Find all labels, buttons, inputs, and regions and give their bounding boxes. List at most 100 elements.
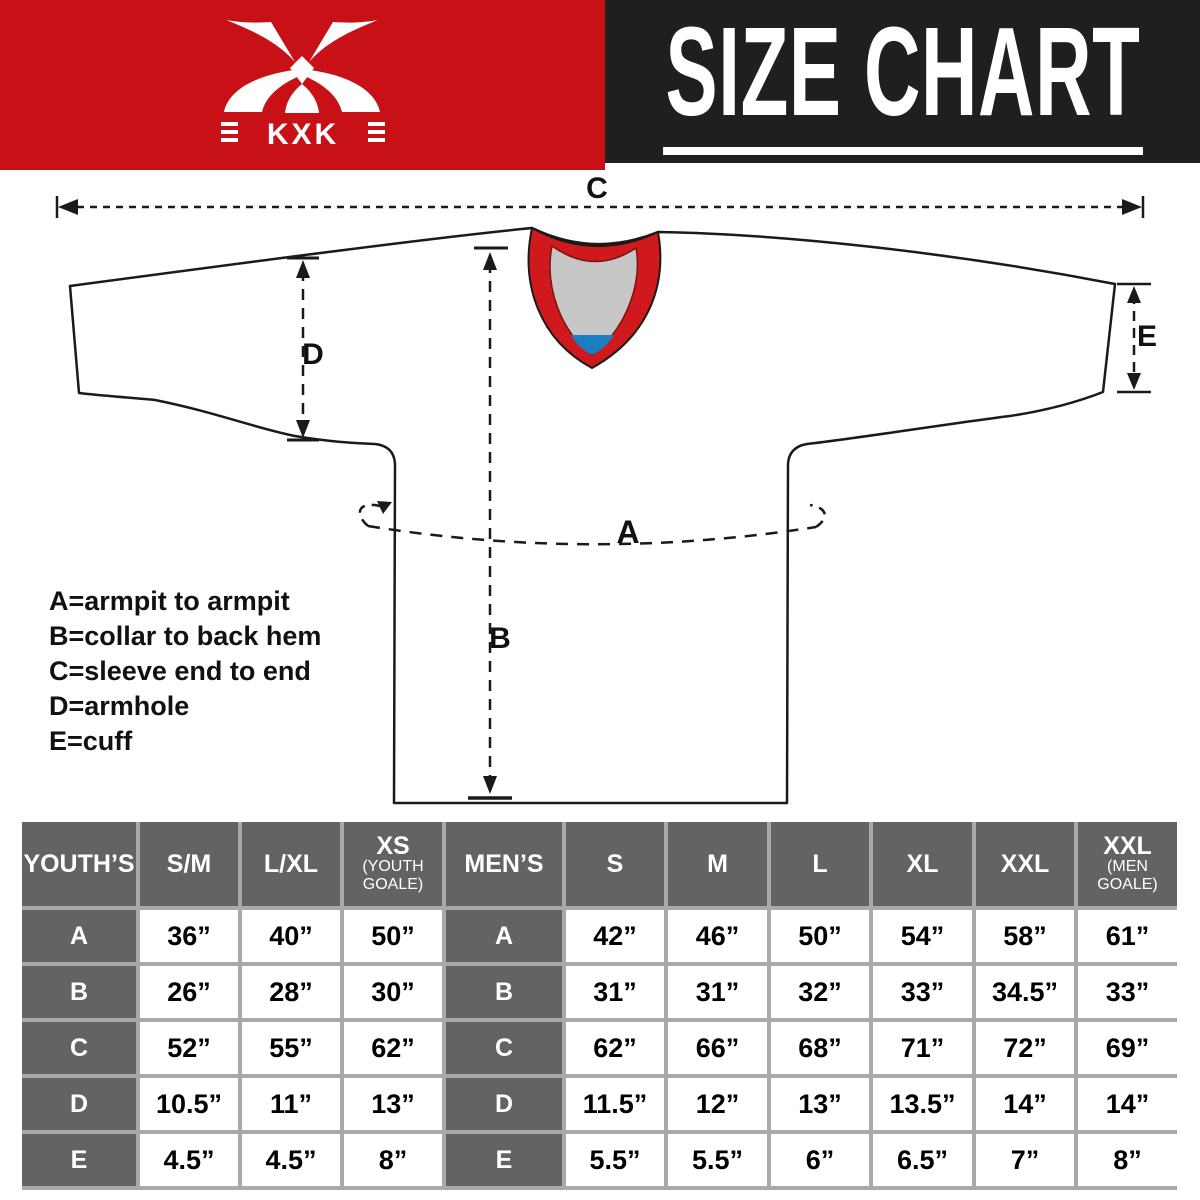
logo-center-arch [284, 84, 319, 113]
collar-blue-insert [571, 335, 614, 355]
measure-label-e: E [1136, 320, 1158, 353]
jersey-diagram: C D B E A A=armpit to armpit B=collar to… [0, 170, 1200, 822]
measure-legend: A=armpit to armpit B=collar to back hem … [49, 584, 321, 759]
logo-left-bars [220, 122, 238, 142]
men-col-xxl-main: XXL [1103, 832, 1152, 860]
youth-c-xs: 62” [344, 1022, 442, 1074]
measure-label-a: A [616, 514, 640, 550]
logo-right-bars [367, 122, 385, 142]
men-b-xl: 33” [873, 966, 972, 1018]
men-col-m: M [668, 822, 767, 906]
legend-line-a: A=armpit to armpit [49, 586, 290, 616]
men-d-xxlg: 14” [1078, 1078, 1177, 1130]
header-banner: KXK SIZE CHART [0, 0, 1200, 170]
youth-a-sm: 36” [140, 910, 238, 962]
size-table: YOUTH’S S/M L/XL XS (YOUTH GOALE) MEN’S … [22, 822, 1177, 1190]
men-row-label: D [446, 1078, 562, 1130]
men-b-s: 31” [566, 966, 664, 1018]
youth-col-sm: S/M [140, 822, 238, 906]
youth-c-lxl: 55” [242, 1022, 340, 1074]
logo-wing-top-right [308, 20, 378, 62]
men-e-m: 5.5” [668, 1134, 767, 1186]
men-row-label: B [446, 966, 562, 1018]
men-d-xl: 13.5” [873, 1078, 972, 1130]
measure-label-d: D [302, 338, 324, 371]
youth-row-label: E [22, 1134, 136, 1186]
men-b-l: 32” [771, 966, 869, 1018]
jersey-outline [68, 226, 1117, 805]
men-e-s: 5.5” [566, 1134, 664, 1186]
measure-label-c: C [586, 172, 608, 205]
youth-e-lxl: 4.5” [242, 1134, 340, 1186]
youth-d-lxl: 11” [242, 1078, 340, 1130]
logo-fan-bottom-right [306, 70, 380, 112]
men-a-xxlg: 61” [1078, 910, 1177, 962]
men-e-l: 6” [771, 1134, 869, 1186]
men-table-title: MEN’S [446, 822, 562, 906]
youth-col-lxl: L/XL [242, 822, 340, 906]
men-col-xl: XL [873, 822, 972, 906]
jersey-drawing [55, 196, 1151, 805]
legend-line-c: C=sleeve end to end [49, 656, 311, 686]
men-d-s: 11.5” [566, 1078, 664, 1130]
men-c-l: 68” [771, 1022, 869, 1074]
men-a-xl: 54” [873, 910, 972, 962]
men-b-m: 31” [668, 966, 767, 1018]
title-banner: SIZE CHART [605, 0, 1200, 163]
measure-a-tape [358, 501, 826, 546]
men-col-l: L [771, 822, 869, 906]
youth-table-title: YOUTH’S [22, 822, 136, 906]
men-row-label: A [446, 910, 562, 962]
brand-wordmark: KXK [266, 118, 338, 151]
legend-line-d: D=armhole [49, 691, 190, 721]
men-d-l: 13” [771, 1078, 869, 1130]
men-col-s: S [566, 822, 664, 906]
measure-label-b: B [489, 622, 511, 655]
logo-wing-top-left [225, 20, 295, 62]
men-a-l: 50” [771, 910, 869, 962]
men-col-xxl-note: (MEN GOALE) [1097, 858, 1158, 893]
youth-col-xs-goalie: XS (YOUTH GOALE) [344, 822, 442, 906]
brand-banner: KXK [0, 0, 605, 170]
men-c-m: 66” [668, 1022, 767, 1074]
measure-d-arrow [287, 256, 319, 442]
men-a-xxl: 58” [976, 910, 1074, 962]
youth-b-xs: 30” [344, 966, 442, 1018]
men-e-xl: 6.5” [873, 1134, 972, 1186]
youth-d-sm: 10.5” [140, 1078, 238, 1130]
men-d-m: 12” [668, 1078, 767, 1130]
page-title: SIZE CHART [662, 8, 1143, 155]
youth-e-sm: 4.5” [140, 1134, 238, 1186]
youth-d-xs: 13” [344, 1078, 442, 1130]
youth-col-xs-main: XS [376, 832, 410, 860]
men-b-xxl: 34.5” [976, 966, 1074, 1018]
men-col-xxl: XXL [976, 822, 1074, 906]
measure-c-arrow [55, 196, 1145, 218]
men-e-xxlg: 8” [1078, 1134, 1177, 1186]
men-col-xxl-goalie: XXL (MEN GOALE) [1078, 822, 1177, 906]
measure-b-arrow [468, 246, 512, 800]
legend-line-b: B=collar to back hem [49, 621, 322, 651]
measure-e-arrow [1117, 282, 1151, 394]
youth-c-sm: 52” [140, 1022, 238, 1074]
men-d-xxl: 14” [976, 1078, 1074, 1130]
men-b-xxlg: 33” [1078, 966, 1177, 1018]
legend-line-e: E=cuff [49, 726, 133, 756]
youth-row-label: B [22, 966, 136, 1018]
youth-b-sm: 26” [140, 966, 238, 1018]
men-a-m: 46” [668, 910, 767, 962]
youth-row-label: D [22, 1078, 136, 1130]
logo-center-knot [289, 56, 314, 84]
youth-a-xs: 50” [344, 910, 442, 962]
men-c-s: 62” [566, 1022, 664, 1074]
men-e-xxl: 7” [976, 1134, 1074, 1186]
youth-b-lxl: 28” [242, 966, 340, 1018]
youth-a-lxl: 40” [242, 910, 340, 962]
men-c-xxlg: 69” [1078, 1022, 1177, 1074]
men-row-label: C [446, 1022, 562, 1074]
men-a-s: 42” [566, 910, 664, 962]
kxk-logo: KXK [220, 20, 385, 151]
men-row-label: E [446, 1134, 562, 1186]
youth-row-label: A [22, 910, 136, 962]
